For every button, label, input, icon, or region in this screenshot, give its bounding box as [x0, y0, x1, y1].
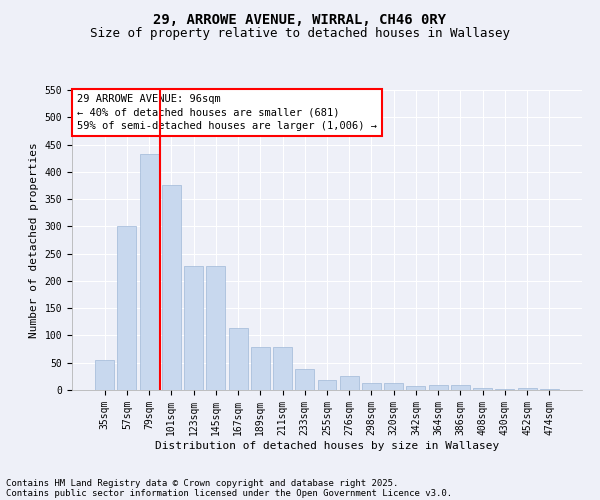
Bar: [229, 328, 248, 390]
Text: Contains HM Land Registry data © Crown copyright and database right 2025.: Contains HM Land Registry data © Crown c…: [6, 478, 398, 488]
Bar: [496, 389, 514, 390]
Text: 29 ARROWE AVENUE: 96sqm
← 40% of detached houses are smaller (681)
59% of semi-d: 29 ARROWE AVENUE: 96sqm ← 40% of detache…: [77, 94, 377, 131]
Bar: [184, 266, 203, 390]
Bar: [95, 360, 114, 390]
Y-axis label: Number of detached properties: Number of detached properties: [29, 142, 39, 338]
Text: 29, ARROWE AVENUE, WIRRAL, CH46 0RY: 29, ARROWE AVENUE, WIRRAL, CH46 0RY: [154, 12, 446, 26]
Bar: [317, 380, 337, 390]
Bar: [384, 383, 403, 390]
Text: Contains public sector information licensed under the Open Government Licence v3: Contains public sector information licen…: [6, 488, 452, 498]
Bar: [295, 370, 314, 390]
Bar: [251, 348, 270, 390]
Bar: [362, 383, 381, 390]
Bar: [540, 389, 559, 390]
Bar: [273, 348, 292, 390]
X-axis label: Distribution of detached houses by size in Wallasey: Distribution of detached houses by size …: [155, 440, 499, 450]
Bar: [406, 386, 425, 390]
Bar: [162, 186, 181, 390]
Bar: [518, 388, 536, 390]
Bar: [451, 385, 470, 390]
Bar: [429, 384, 448, 390]
Text: Size of property relative to detached houses in Wallasey: Size of property relative to detached ho…: [90, 28, 510, 40]
Bar: [473, 388, 492, 390]
Bar: [118, 226, 136, 390]
Bar: [140, 154, 158, 390]
Bar: [340, 376, 359, 390]
Bar: [206, 266, 225, 390]
